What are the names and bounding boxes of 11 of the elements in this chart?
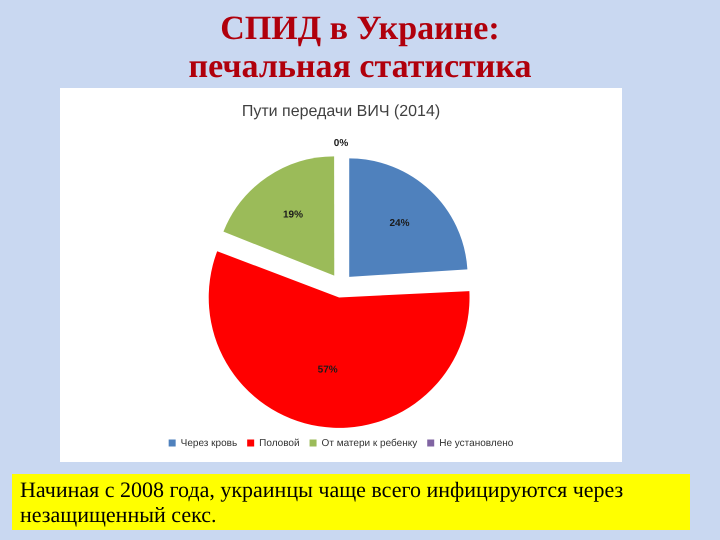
chart-subtitle: Пути передачи ВИЧ (2014)	[242, 103, 440, 120]
legend-label: Половой	[259, 438, 300, 449]
legend-label: Не установлено	[439, 438, 514, 449]
legend-label: Через кровь	[180, 438, 238, 449]
chart-title: СПИД в Украине: печальная статистика	[188, 10, 532, 86]
data-label: 24%	[389, 218, 410, 230]
data-label: 19%	[282, 210, 304, 221]
text: Начиная с 2008 года, украинцы чаще всего инфицируются через незащищенный секс.	[12, 474, 690, 530]
legend-label: От матери к ребенку	[322, 438, 418, 449]
text: 0%	[334, 138, 348, 149]
data-label: 57%	[318, 364, 338, 376]
